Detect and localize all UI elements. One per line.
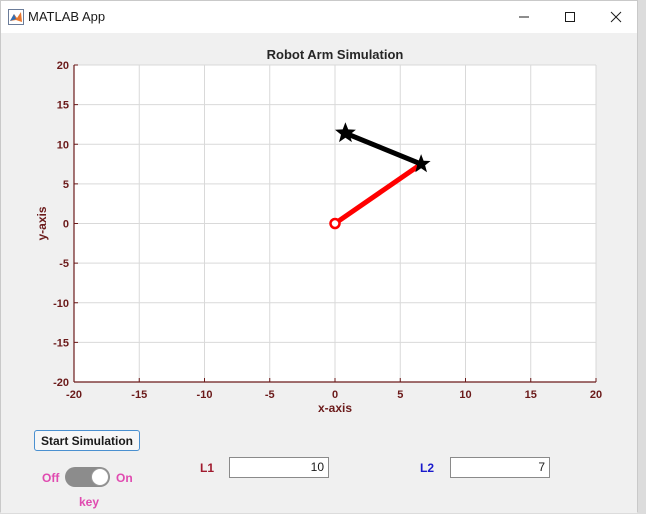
plot-area[interactable]: -20 -15 -10 -5 0 5 10 15 20 20 15 10 5 0 -5 -10 -15 -20 R…: [1, 33, 639, 423]
toggle-knob[interactable]: [91, 468, 109, 486]
app-content: -20 -15 -10 -5 0 5 10 15 20 20 15 10 5 0 -5 -10 -15 -20 R…: [1, 33, 637, 513]
x-tick-label: 0: [332, 389, 338, 401]
l1-label: L1: [200, 461, 215, 475]
y-tick-label: 15: [57, 100, 69, 112]
start-simulation-button[interactable]: Start Simulation: [34, 430, 140, 451]
y-tick-label: -5: [59, 258, 69, 270]
elbow-joint-marker: [411, 154, 431, 173]
y-tick-label: -20: [53, 377, 69, 389]
x-tick-label: 5: [397, 389, 403, 401]
maximize-button[interactable]: [547, 1, 593, 33]
x-tick-label: 20: [590, 389, 602, 401]
l2-field[interactable]: 7: [450, 457, 550, 478]
x-axis-label: x-axis: [318, 401, 352, 415]
maximize-icon: [565, 12, 575, 22]
end-effector-marker: [335, 122, 356, 143]
x-tick-label: -20: [66, 389, 82, 401]
y-tick-label: 5: [63, 179, 69, 191]
toggle-off-label: Off: [42, 471, 60, 485]
arm-links: [329, 122, 431, 230]
title-bar: MATLAB App: [1, 1, 637, 33]
x-tick-label: -10: [197, 389, 213, 401]
axis-ticks: -20 -15 -10 -5 0 5 10 15 20 20 15 10 5 0 -5 -10 -15 -20: [53, 60, 602, 401]
y-tick-label: -15: [53, 337, 69, 349]
close-icon: [610, 11, 622, 23]
y-tick-label: 0: [63, 219, 69, 231]
x-tick-label: 10: [459, 389, 471, 401]
robot-arm-plot[interactable]: -20 -15 -10 -5 0 5 10 15 20 20 15 10 5 0 -5 -10 -15 -20 R…: [1, 33, 639, 423]
link2-segment: [342, 130, 424, 167]
y-axis-label: y-axis: [35, 206, 49, 240]
minimize-icon: [519, 16, 529, 18]
l2-label: L2: [420, 461, 435, 475]
x-tick-label: -5: [265, 389, 275, 401]
toggle-caption: key: [79, 495, 100, 509]
y-tick-label: 10: [57, 139, 69, 151]
x-tick-label: -15: [131, 389, 147, 401]
close-button[interactable]: [593, 1, 639, 33]
minimize-button[interactable]: [501, 1, 547, 33]
link1-segment: [332, 161, 424, 226]
axis-lines: [73, 65, 596, 383]
x-tick-label: 15: [525, 389, 537, 401]
key-toggle-switch[interactable]: [65, 467, 110, 487]
l1-field[interactable]: 10: [229, 457, 329, 478]
base-joint-marker: [329, 217, 341, 230]
y-tick-label: 20: [57, 60, 69, 72]
window-title: MATLAB App: [28, 9, 106, 24]
matlab-logo-icon: [8, 9, 24, 25]
toggle-on-label: On: [116, 471, 133, 485]
y-tick-label: -10: [53, 298, 69, 310]
plot-title: Robot Arm Simulation: [267, 47, 404, 62]
